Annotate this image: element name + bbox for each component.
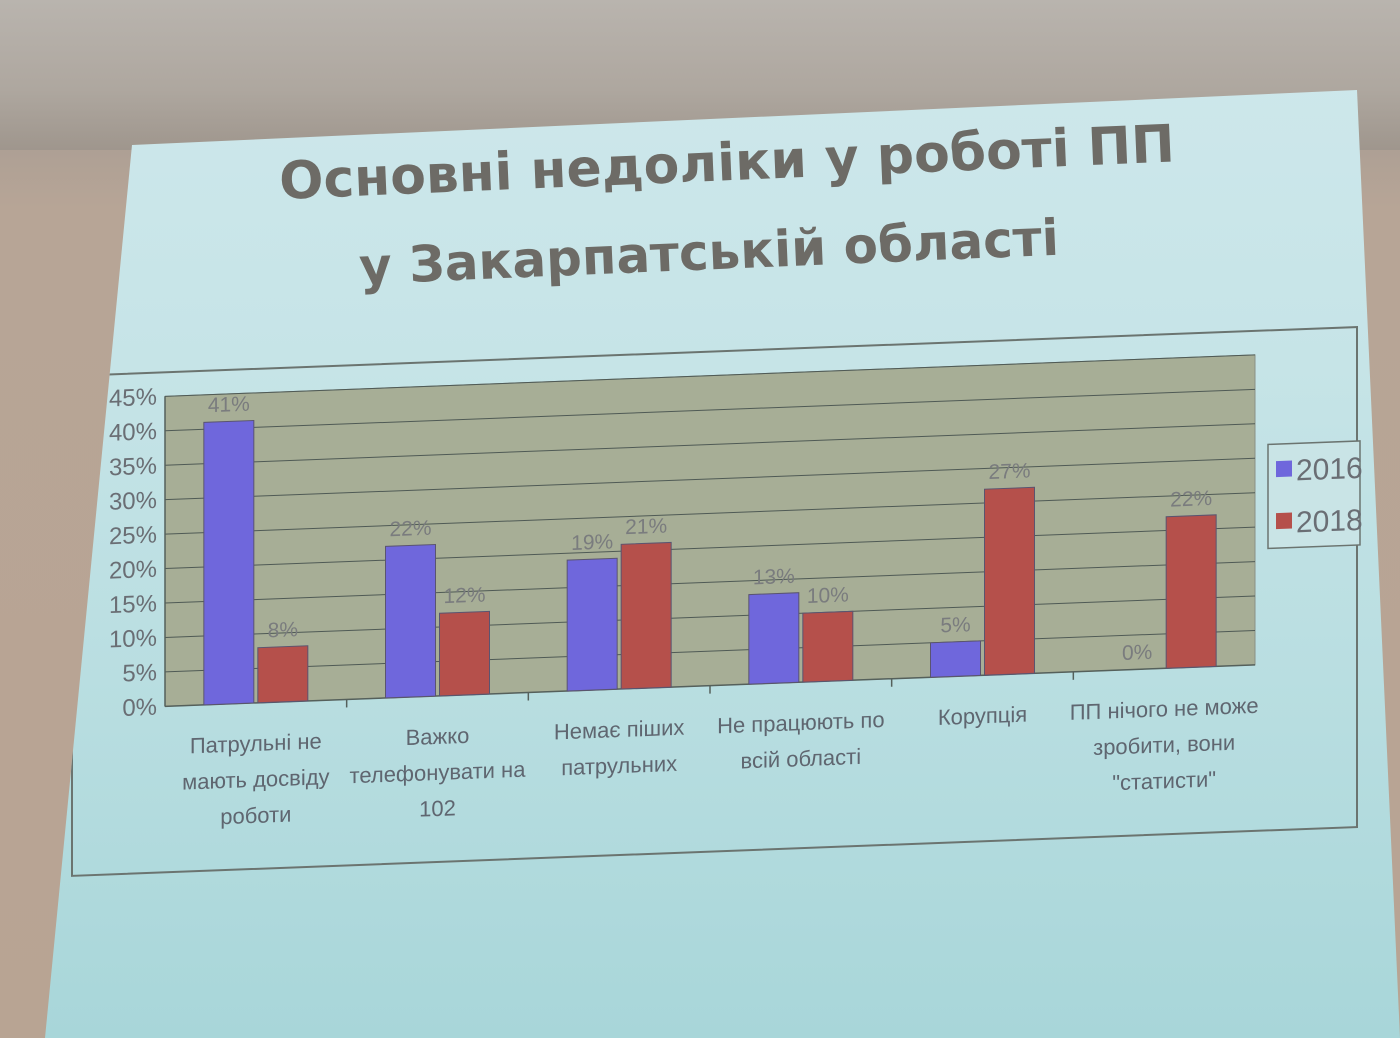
data-label: 0%: [1122, 641, 1152, 665]
bar-2016: [930, 640, 981, 678]
plot-area: [164, 354, 1256, 707]
category-label: Важко: [406, 723, 470, 750]
category-label: зробити, вони: [1093, 730, 1235, 760]
bar-2018: [439, 610, 490, 697]
y-tick-label: 15%: [109, 590, 157, 619]
data-label: 13%: [753, 565, 795, 590]
y-tick-label: 20%: [109, 556, 157, 585]
category-label: Патрульні не: [190, 728, 322, 758]
gridline: [165, 526, 1255, 570]
bar-2018: [984, 486, 1035, 676]
chart-group: 0% 5% 10% 15% 20% 25% 30% 35% 40% 45% 41% 8% Патруль…: [71, 325, 1363, 877]
gridline: [165, 561, 1255, 604]
category-label: телефонувати на: [350, 757, 527, 789]
category-label: всій області: [741, 744, 862, 774]
data-label: 22%: [389, 517, 431, 542]
category-label: Немає піших: [554, 715, 685, 745]
legend-label-2016: 2016: [1296, 452, 1363, 488]
category-label: патрульних: [561, 751, 677, 780]
y-tick-label: 30%: [109, 487, 157, 516]
bar-2018: [620, 541, 672, 690]
legend-swatch-2018: [1276, 512, 1292, 530]
bar-2016: [566, 557, 618, 692]
bar-2018: [1165, 514, 1217, 669]
category-label: "статисти": [1112, 766, 1216, 795]
gridline: [165, 457, 1255, 501]
data-label: 12%: [443, 583, 485, 608]
category-label: роботи: [220, 802, 291, 830]
data-label: 10%: [807, 583, 849, 608]
category-label: ПП нічого не може: [1070, 693, 1259, 725]
category-label: Корупція: [938, 702, 1027, 730]
data-label: 5%: [940, 613, 970, 637]
y-tick-label: 0%: [122, 694, 157, 722]
y-tick-label: 40%: [109, 418, 157, 447]
bar-2016: [385, 543, 436, 699]
gridline: [165, 354, 1255, 397]
gridline: [165, 629, 1255, 673]
y-tick-label: 25%: [109, 521, 157, 550]
y-tick-label: 5%: [122, 659, 157, 687]
data-label: 19%: [571, 530, 613, 555]
data-label: 27%: [988, 459, 1030, 484]
gridline: [165, 423, 1255, 466]
data-label: 41%: [208, 393, 250, 418]
bar-2018: [802, 610, 854, 683]
y-tick-label: 45%: [109, 384, 157, 413]
bar-2016: [203, 419, 255, 706]
bar-2016: [748, 592, 800, 685]
data-label: 21%: [625, 515, 667, 540]
gridline: [165, 492, 1255, 535]
data-label: 8%: [268, 618, 298, 642]
gridline: [165, 595, 1255, 638]
category-label: Не працюють по: [717, 707, 884, 738]
legend-swatch-2016: [1276, 460, 1292, 478]
legend-label-2018: 2018: [1296, 504, 1363, 540]
y-tick-label: 10%: [109, 625, 157, 654]
data-label: 22%: [1170, 487, 1212, 512]
y-tick-label: 35%: [109, 453, 157, 482]
category-label: 102: [419, 795, 456, 821]
gridline: [165, 388, 1255, 432]
bar-2018: [257, 645, 309, 704]
category-label: мають досвіду: [182, 764, 329, 795]
